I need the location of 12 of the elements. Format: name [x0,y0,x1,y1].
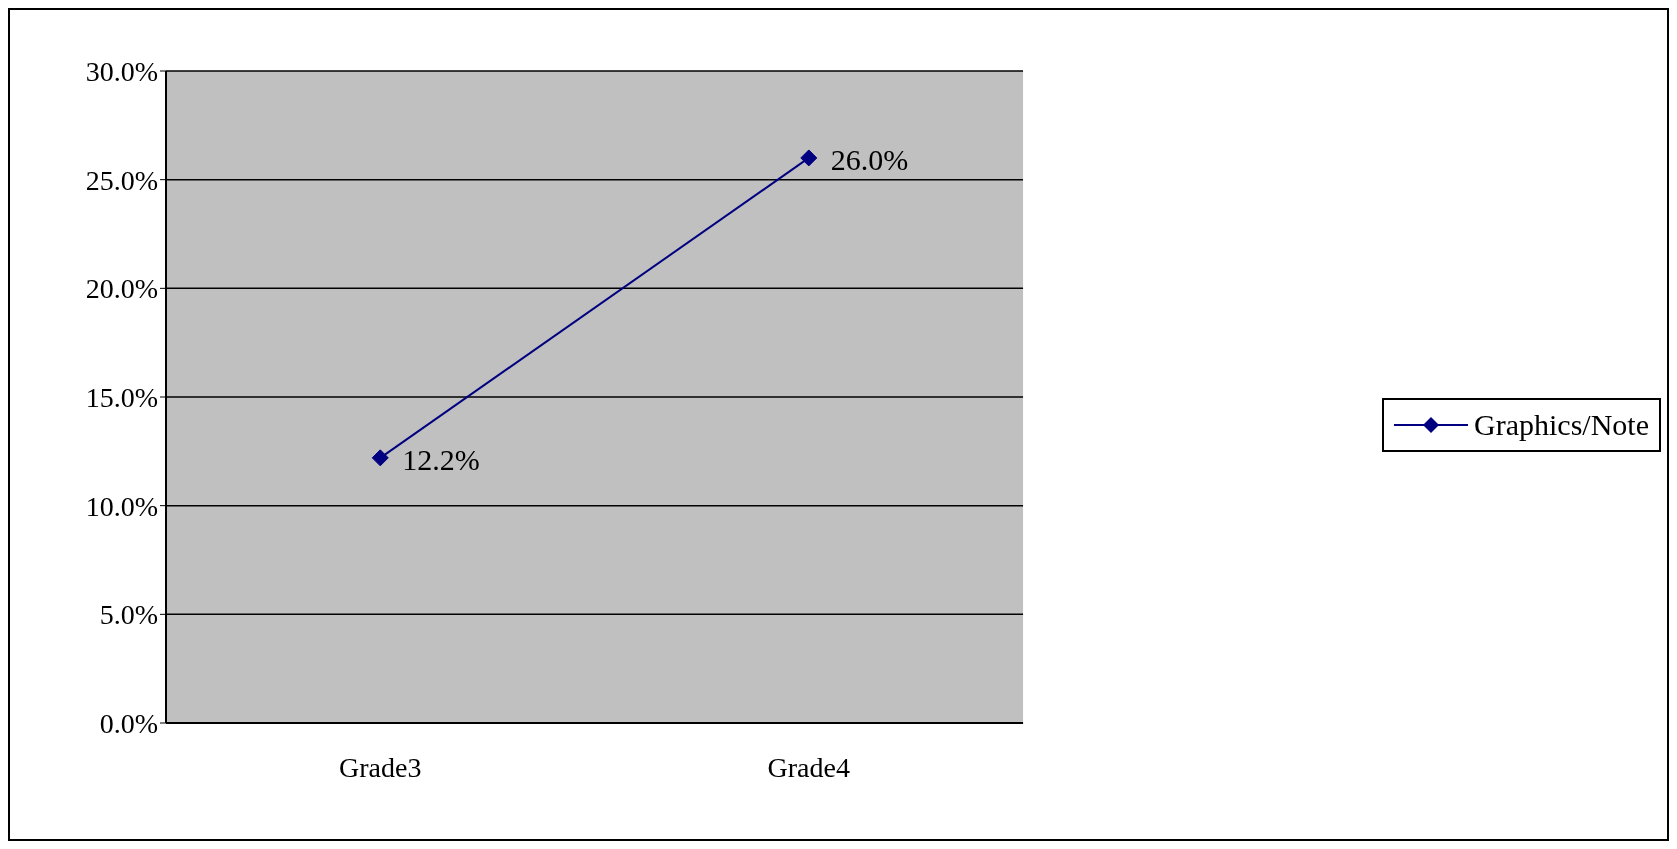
y-tick-label: 15.0% [85,381,158,413]
y-tick-label: 10.0% [85,490,158,522]
data-label: 12.2% [402,442,480,476]
x-tick-label: Grade4 [767,751,850,783]
y-tick-label: 0.0% [99,707,158,739]
y-tick-label: 30.0% [85,55,158,87]
x-tick-label: Grade3 [339,751,422,783]
y-tick-label: 20.0% [85,273,158,305]
y-tick-label: 25.0% [85,164,158,196]
legend-label: Graphics/Note [1474,407,1649,442]
y-tick-label: 5.0% [99,599,158,631]
data-label: 26.0% [830,142,909,176]
